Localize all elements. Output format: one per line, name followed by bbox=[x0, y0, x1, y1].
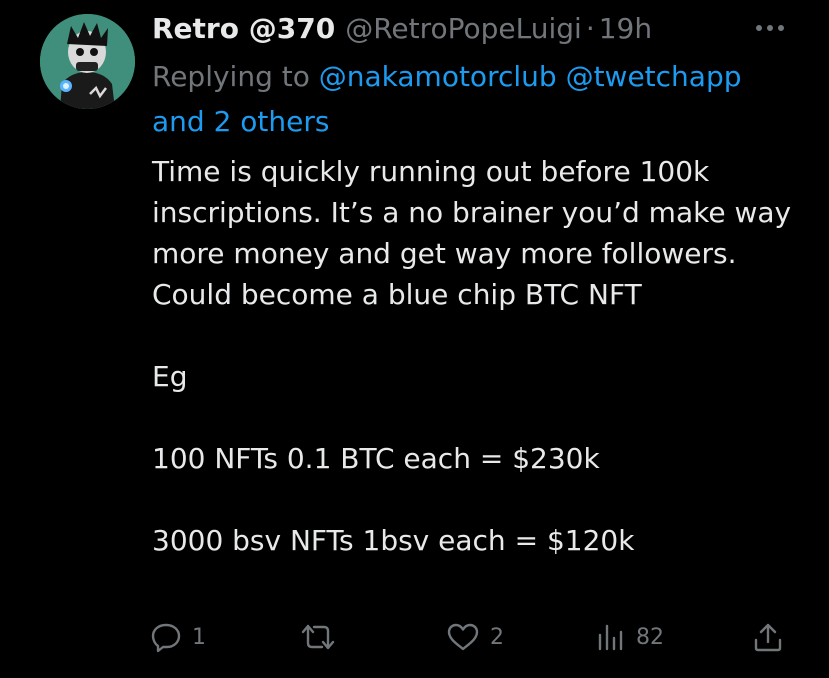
replying-prefix: Replying to bbox=[152, 60, 319, 93]
mention-others-link[interactable]: and 2 others bbox=[152, 105, 330, 138]
reply-count: 1 bbox=[192, 624, 206, 650]
like-count: 2 bbox=[490, 624, 504, 650]
views-count: 82 bbox=[636, 624, 664, 650]
heart-icon bbox=[447, 623, 479, 651]
like-button[interactable]: 2 bbox=[446, 612, 504, 662]
reply-button[interactable]: 1 bbox=[150, 612, 206, 662]
display-name[interactable]: Retro @370 bbox=[152, 12, 336, 45]
replying-to: Replying to @nakamotorclub @twetchapp and… bbox=[152, 54, 792, 144]
avatar[interactable] bbox=[40, 14, 135, 109]
avatar-image bbox=[40, 14, 135, 109]
mention-link[interactable]: @twetchapp bbox=[565, 60, 742, 93]
retweet-icon bbox=[301, 624, 335, 650]
more-horizontal-icon bbox=[756, 25, 784, 31]
tweet-text: Time is quickly running out before 100k … bbox=[152, 155, 792, 557]
reply-bubble-icon bbox=[151, 623, 181, 653]
timestamp[interactable]: 19h bbox=[598, 12, 653, 45]
separator: · bbox=[585, 12, 595, 45]
views-button[interactable]: 82 bbox=[596, 612, 664, 662]
share-button[interactable] bbox=[752, 612, 784, 662]
share-icon bbox=[754, 623, 782, 652]
more-options-button[interactable] bbox=[753, 18, 787, 38]
action-bar: 1 2 82 bbox=[0, 612, 829, 662]
retweet-button[interactable] bbox=[300, 612, 346, 662]
bar-chart-icon bbox=[598, 624, 623, 651]
tweet-header: Retro @370 @RetroPopeLuigi · 19h bbox=[152, 9, 652, 49]
handle[interactable]: @RetroPopeLuigi bbox=[345, 12, 582, 45]
mention-link[interactable]: @nakamotorclub bbox=[318, 60, 557, 93]
